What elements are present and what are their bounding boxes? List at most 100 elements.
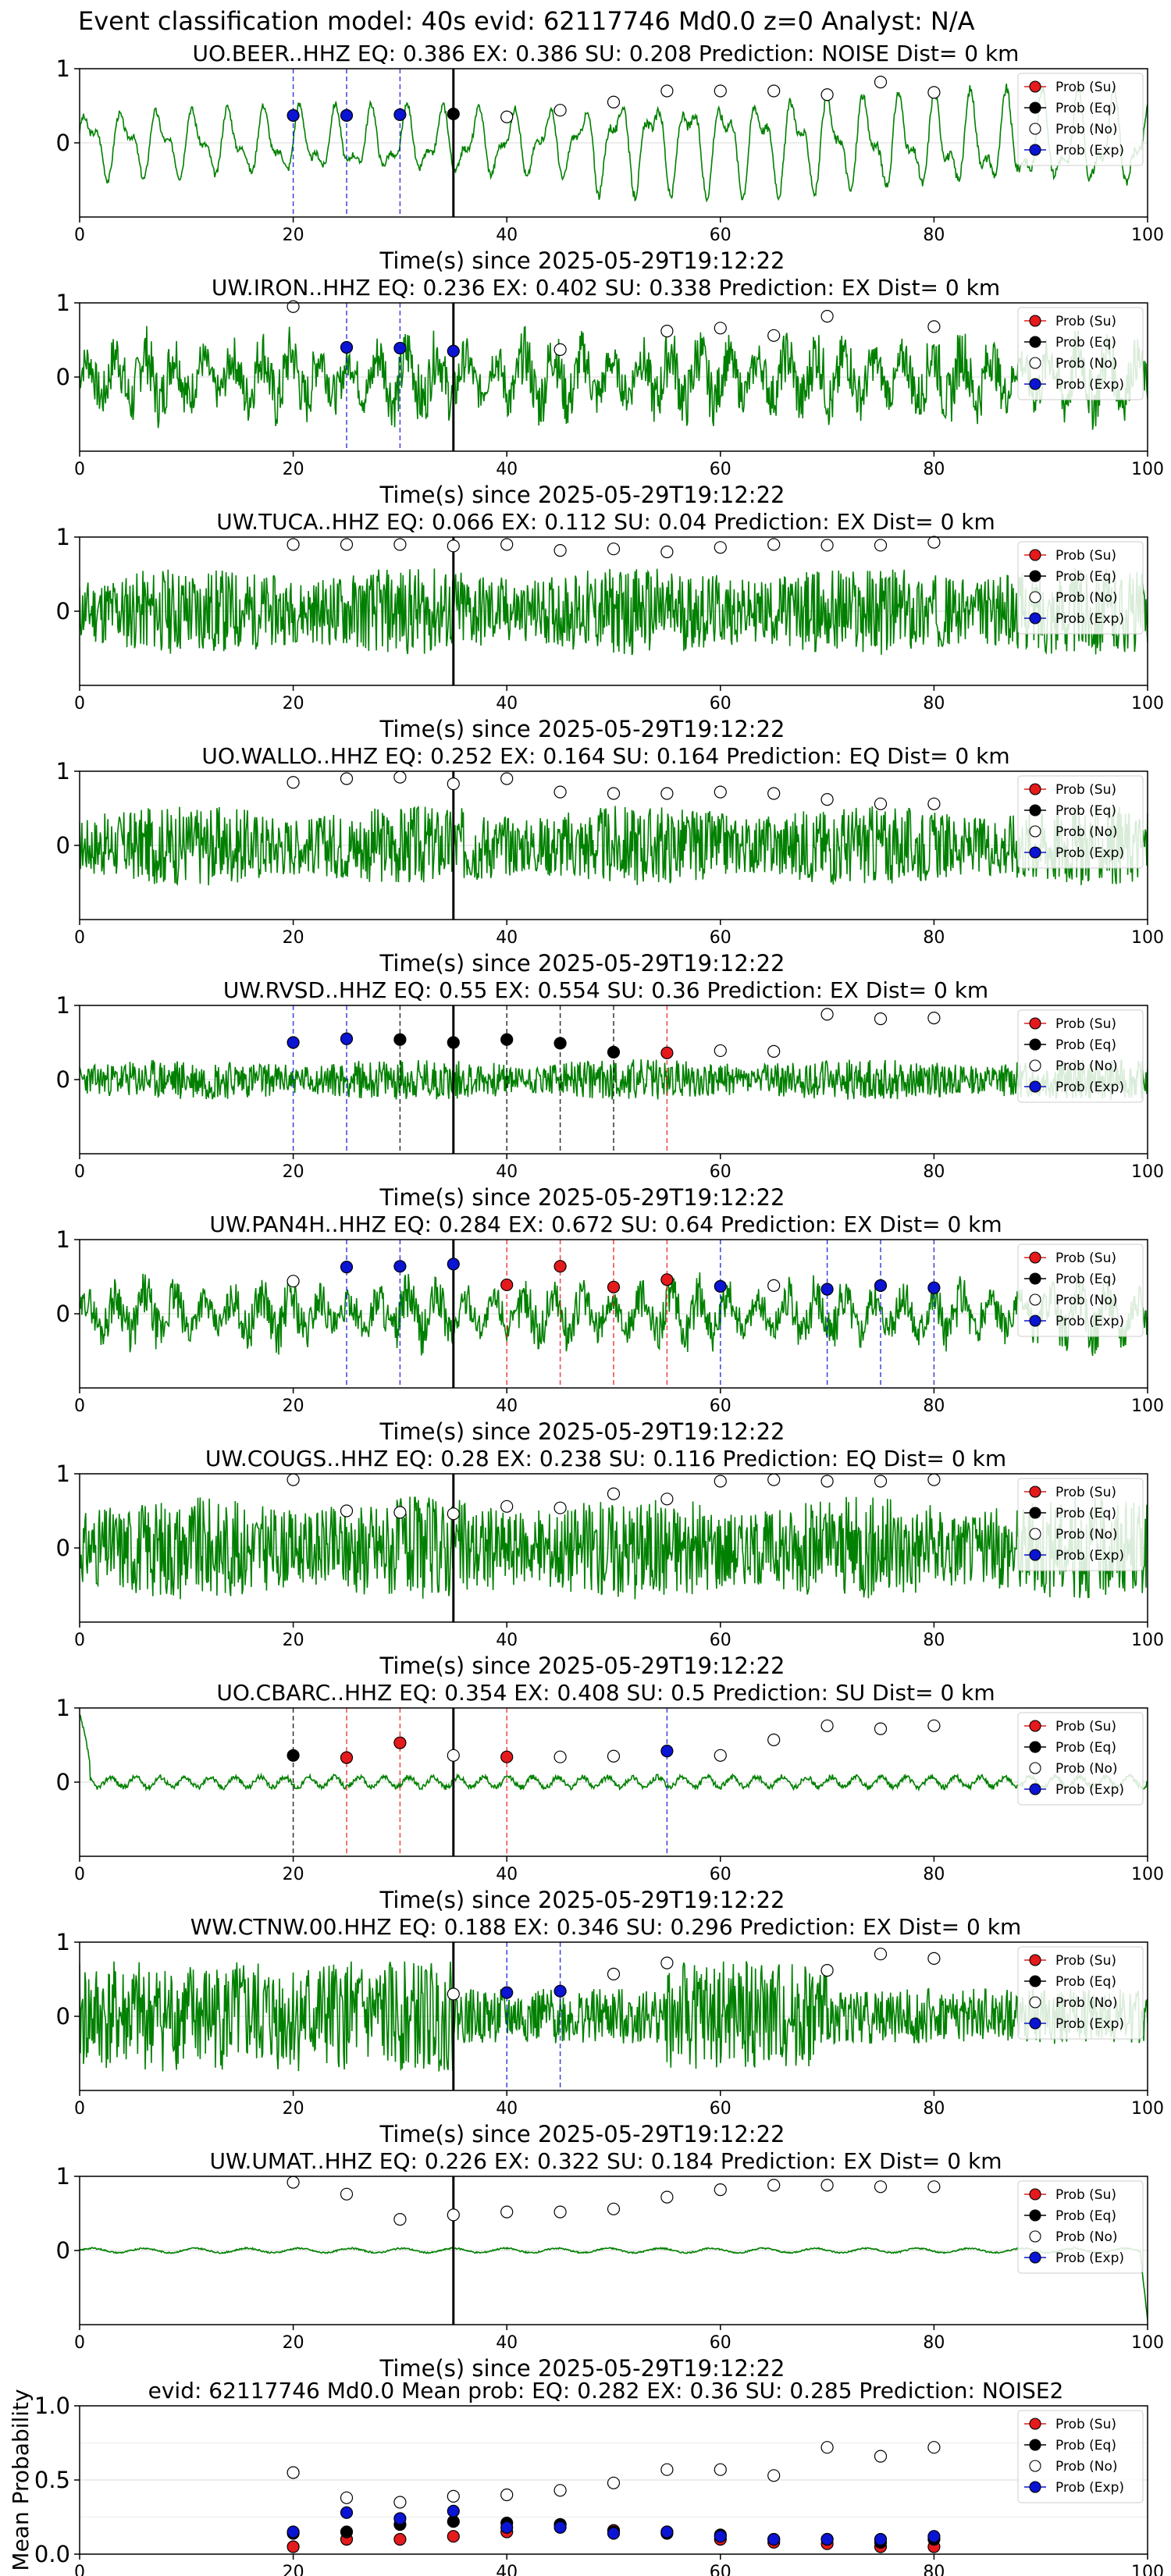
x-tick-label: 40 — [496, 226, 518, 245]
prob-point-exp — [874, 2532, 888, 2546]
legend: Prob (Su) Prob (Eq) Prob (No) Prob (Exp) — [1017, 2410, 1144, 2503]
legend-box — [1017, 1946, 1144, 2040]
x-tick-label: 60 — [710, 1397, 731, 1416]
subplot-11: evid: 62117746 Md0.0 Mean prob: EQ: 0.28… — [8, 2378, 1164, 2576]
prob-point-exp — [287, 1036, 300, 1049]
legend-marker-exp — [1029, 846, 1041, 859]
subplot-title: UW.UMAT..HHZ EQ: 0.226 EX: 0.322 SU: 0.1… — [210, 2148, 1002, 2174]
prob-point-no — [874, 1475, 888, 1488]
legend-label: Prob (Eq) — [1055, 2208, 1116, 2224]
legend: Prob (Su) Prob (Eq) Prob (No) Prob (Exp) — [1017, 1478, 1144, 1571]
subplot-title: UO.BEER..HHZ EQ: 0.386 EX: 0.386 SU: 0.2… — [193, 41, 1020, 66]
y-tick-label: 1 — [56, 1226, 70, 1253]
legend-label: Prob (No) — [1055, 590, 1118, 606]
x-axis-label: Time(s) since 2025-05-29T19:12:22 — [379, 1418, 785, 1445]
prob-point-no — [714, 322, 727, 335]
legend-label: Prob (Eq) — [1055, 1740, 1116, 1756]
subplot-title: evid: 62117746 Md0.0 Mean prob: EQ: 0.28… — [148, 2378, 1064, 2403]
legend-label: Prob (No) — [1055, 1059, 1118, 1074]
prob-point-no — [340, 2187, 354, 2201]
x-tick-label: 20 — [283, 694, 304, 713]
prob-point-no — [287, 776, 300, 789]
waveform-trace — [80, 1961, 1148, 2072]
waveform-trace — [80, 806, 1148, 886]
x-tick-label: 80 — [923, 928, 945, 948]
prob-point-eq — [500, 1033, 514, 1046]
legend-label: Prob (Su) — [1055, 2187, 1116, 2203]
x-tick-label: 0 — [74, 928, 85, 948]
plot-area — [80, 69, 1148, 217]
x-tick-label: 20 — [283, 1162, 304, 1182]
subplot-title: UW.IRON..HHZ EQ: 0.236 EX: 0.402 SU: 0.3… — [212, 275, 1000, 301]
x-tick-label: 100 — [1131, 226, 1164, 245]
legend: Prob (Su) Prob (Eq) Prob (No) Prob (Exp) — [1017, 1946, 1144, 2040]
prob-point-no — [447, 1507, 460, 1521]
prob-point-exp — [927, 1281, 941, 1294]
x-tick-label: 40 — [496, 1397, 518, 1416]
prob-point-no — [767, 329, 781, 342]
legend-label: Prob (Eq) — [1055, 2438, 1116, 2453]
legend: Prob (Su) Prob (Eq) Prob (No) Prob (Exp) — [1017, 2180, 1144, 2274]
x-tick-label: 80 — [923, 1162, 945, 1182]
x-tick-label: 60 — [710, 928, 731, 948]
legend-label: Prob (Su) — [1055, 1251, 1116, 1266]
x-tick-label: 80 — [923, 694, 945, 713]
x-tick-label: 20 — [283, 928, 304, 948]
prob-point-exp — [500, 1986, 514, 1999]
prob-point-no — [500, 2205, 514, 2218]
subplot-title: UW.PAN4H..HHZ EQ: 0.284 EX: 0.672 SU: 0.… — [209, 1212, 1002, 1237]
legend-marker-no — [1029, 1293, 1041, 1306]
waveform-trace — [80, 2246, 1148, 2321]
x-tick-label: 80 — [923, 2563, 945, 2576]
prob-point-no — [553, 543, 567, 557]
x-tick-label: 20 — [283, 226, 304, 245]
prob-point-su — [340, 1751, 354, 1764]
prob-point-no — [340, 2491, 354, 2504]
y-tick-label: 0.0 — [34, 2541, 70, 2567]
legend-label: Prob (Eq) — [1055, 1272, 1116, 1287]
prob-point-no — [393, 2213, 407, 2226]
legend-label: Prob (Su) — [1055, 548, 1116, 564]
prob-point-no — [927, 86, 941, 99]
x-tick-label: 80 — [923, 1865, 945, 1884]
plot-area — [80, 2176, 1148, 2325]
prob-point-su — [553, 1260, 567, 1273]
prob-point-no — [607, 787, 621, 800]
prob-point-no — [820, 539, 834, 552]
legend-label: Prob (Su) — [1055, 1953, 1116, 1969]
y-tick-label: 1 — [56, 290, 70, 316]
prob-point-no — [927, 2180, 941, 2194]
legend-marker-eq — [1029, 2439, 1041, 2451]
x-tick-label: 60 — [710, 2563, 731, 2576]
legend-marker-exp — [1029, 1080, 1041, 1093]
x-tick-label: 80 — [923, 2333, 945, 2353]
legend-marker-su — [1029, 1251, 1041, 1264]
y-tick-label: 0 — [56, 2003, 70, 2030]
prob-point-no — [660, 1956, 674, 1969]
prob-point-su — [660, 1046, 674, 1059]
y-tick-label: 1 — [56, 524, 70, 550]
legend-label: Prob (Exp) — [1055, 1314, 1124, 1329]
prob-point-no — [714, 84, 727, 98]
prob-point-exp — [553, 1984, 567, 1998]
waveform-trace — [80, 568, 1148, 656]
x-tick-label: 0 — [74, 2563, 85, 2576]
plot-area — [80, 1942, 1148, 2090]
prob-point-no — [287, 300, 300, 313]
x-axis-label: Time(s) since 2025-05-29T19:12:22 — [379, 2121, 785, 2147]
prob-point-no — [660, 2190, 674, 2204]
legend-box — [1017, 1244, 1144, 1337]
y-tick-label: 1 — [56, 1695, 70, 1721]
prob-point-no — [287, 1275, 300, 1288]
subplot-3: UW.TUCA..HHZ EQ: 0.066 EX: 0.112 SU: 0.0… — [56, 509, 1164, 742]
legend-marker-su — [1029, 1485, 1041, 1498]
legend-marker-exp — [1029, 378, 1041, 390]
subplot-title: UW.TUCA..HHZ EQ: 0.066 EX: 0.112 SU: 0.0… — [216, 509, 995, 535]
prob-point-no — [767, 538, 781, 551]
prob-point-eq — [553, 1037, 567, 1050]
x-tick-label: 20 — [283, 460, 304, 479]
x-tick-label: 0 — [74, 2099, 85, 2119]
waveform-trace — [80, 326, 1148, 430]
prob-point-no — [767, 787, 781, 800]
y-tick-label: 1 — [56, 55, 70, 82]
